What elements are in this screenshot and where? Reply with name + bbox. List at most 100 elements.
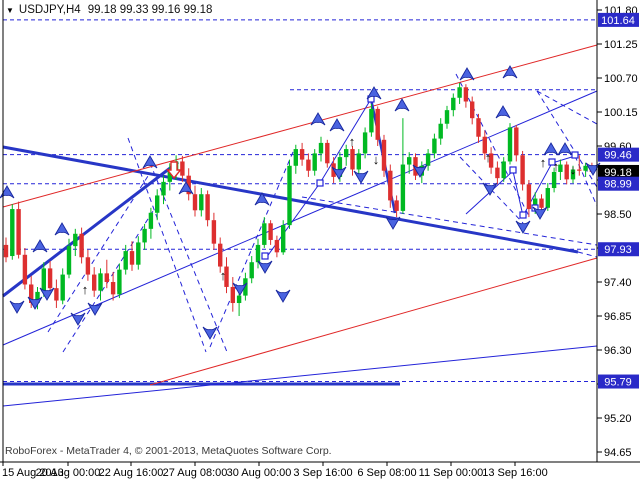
fractal-down-arrow-icon: [385, 216, 401, 230]
candle-body: [230, 286, 235, 304]
candle-body: [539, 198, 544, 208]
black-up-arrow-icon: ↑: [82, 282, 89, 297]
candle-body: [268, 223, 273, 240]
fractal-down-arrow-icon: [9, 300, 25, 314]
candle-body: [476, 118, 481, 137]
dashed-projection-line: [47, 175, 149, 333]
candle-body: [299, 149, 305, 160]
candle-body: [470, 101, 475, 119]
black-up-arrow-icon: ↑: [220, 268, 227, 283]
candle-body: [356, 153, 361, 170]
candle-body: [218, 243, 223, 267]
fractal-up-arrow-icon: [310, 112, 326, 126]
candle-body: [16, 209, 21, 255]
fractal-down-arrow-icon: [70, 312, 86, 326]
candle-body: [274, 239, 280, 253]
black-up-arrow-icon: ↑: [540, 155, 547, 170]
fractal-down-arrow-icon: [275, 289, 291, 303]
candle-body: [199, 194, 204, 211]
candle-body: [407, 157, 412, 165]
candle-body: [526, 184, 532, 210]
fractal-up-arrow-icon: [502, 65, 518, 79]
candle-body: [211, 220, 217, 244]
candle-body: [66, 246, 72, 275]
candle-body: [293, 149, 298, 166]
y-axis-label: 101.25: [604, 39, 638, 51]
price-badge-label: 95.79: [604, 377, 632, 389]
candle-body: [388, 170, 393, 201]
price-badge: [598, 147, 639, 162]
zigzag-square-marker: [548, 158, 556, 166]
candle-body: [350, 149, 355, 170]
upper-red-channel: [2, 44, 598, 208]
candle-body: [545, 188, 550, 208]
candle-body: [400, 164, 406, 211]
fractal-up-arrow-icon: [142, 155, 158, 169]
candle-body: [432, 138, 437, 154]
candle-body: [444, 110, 450, 124]
candle-body: [47, 268, 53, 289]
y-axis-label: 95.20: [604, 413, 632, 425]
symbol-timeframe-label: USDJPY,H4: [18, 4, 81, 16]
y-axis-label: 98.50: [604, 209, 632, 221]
candle-body: [312, 153, 317, 171]
candle-body: [85, 257, 91, 275]
x-axis-label: 15 Aug 2013: [2, 467, 64, 479]
candle-body: [92, 274, 97, 291]
dashed-projection-line: [536, 90, 598, 125]
zigzag-square-marker: [261, 252, 269, 260]
candle-body: [54, 288, 59, 301]
candle-body: [255, 244, 261, 263]
candle-body: [533, 198, 538, 210]
black-up-arrow-icon: ↑: [349, 134, 356, 149]
fractal-down-arrow-icon: [585, 162, 601, 176]
fractal-up-arrow-icon: [32, 239, 48, 253]
candle-body: [325, 142, 330, 164]
y-axis-label: 96.30: [604, 345, 632, 357]
black-down-arrow-icon: ↓: [373, 152, 380, 167]
candle-body: [142, 228, 147, 243]
x-axis-label: 30 Aug 00:00: [227, 467, 292, 479]
black-up-arrow-icon: ↑: [553, 159, 560, 174]
candle-body: [129, 251, 135, 265]
ohlc-values-label: 99.18 99.33 99.16 99.18: [87, 4, 213, 16]
fractal-up-arrow-icon: [54, 222, 70, 236]
candle-body: [205, 194, 210, 221]
candle-body: [104, 273, 109, 282]
candle-body: [337, 157, 343, 177]
candle-body: [394, 200, 399, 211]
candle-body: [236, 295, 242, 304]
candle-body: [570, 169, 576, 180]
candle-body: [148, 212, 154, 229]
candle-body: [192, 194, 198, 211]
candle-body: [362, 132, 368, 154]
price-badge-label: 97.93: [604, 244, 632, 256]
candle-body: [10, 209, 15, 257]
candle-body: [369, 108, 374, 133]
candle-body: [501, 161, 506, 179]
candle-body: [457, 87, 462, 98]
black-up-arrow-icon: ↑: [485, 150, 492, 165]
candle-body: [73, 233, 78, 247]
candle-body: [249, 262, 254, 279]
candle-body: [3, 244, 9, 258]
candle-body: [98, 273, 103, 291]
zigzag-square-marker: [316, 179, 324, 187]
candle-body: [180, 161, 185, 176]
candle-body: [514, 127, 519, 156]
fractal-down-arrow-icon: [232, 282, 248, 296]
dashed-projection-line: [574, 155, 598, 207]
fractal-down-arrow-icon: [515, 220, 531, 234]
fractal-down-arrow-icon: [27, 296, 43, 310]
candle-body: [224, 266, 229, 287]
shallow-ascending-trendline: [2, 345, 598, 407]
fractal-up-arrow-icon: [0, 185, 15, 199]
fractal-down-arrow-icon: [482, 182, 498, 196]
candle-body: [281, 225, 286, 253]
candle-body: [306, 159, 311, 171]
symbol-dropdown-icon[interactable]: ▼: [6, 5, 14, 15]
y-axis-label: 100.70: [604, 73, 638, 85]
candle-body: [155, 195, 160, 213]
